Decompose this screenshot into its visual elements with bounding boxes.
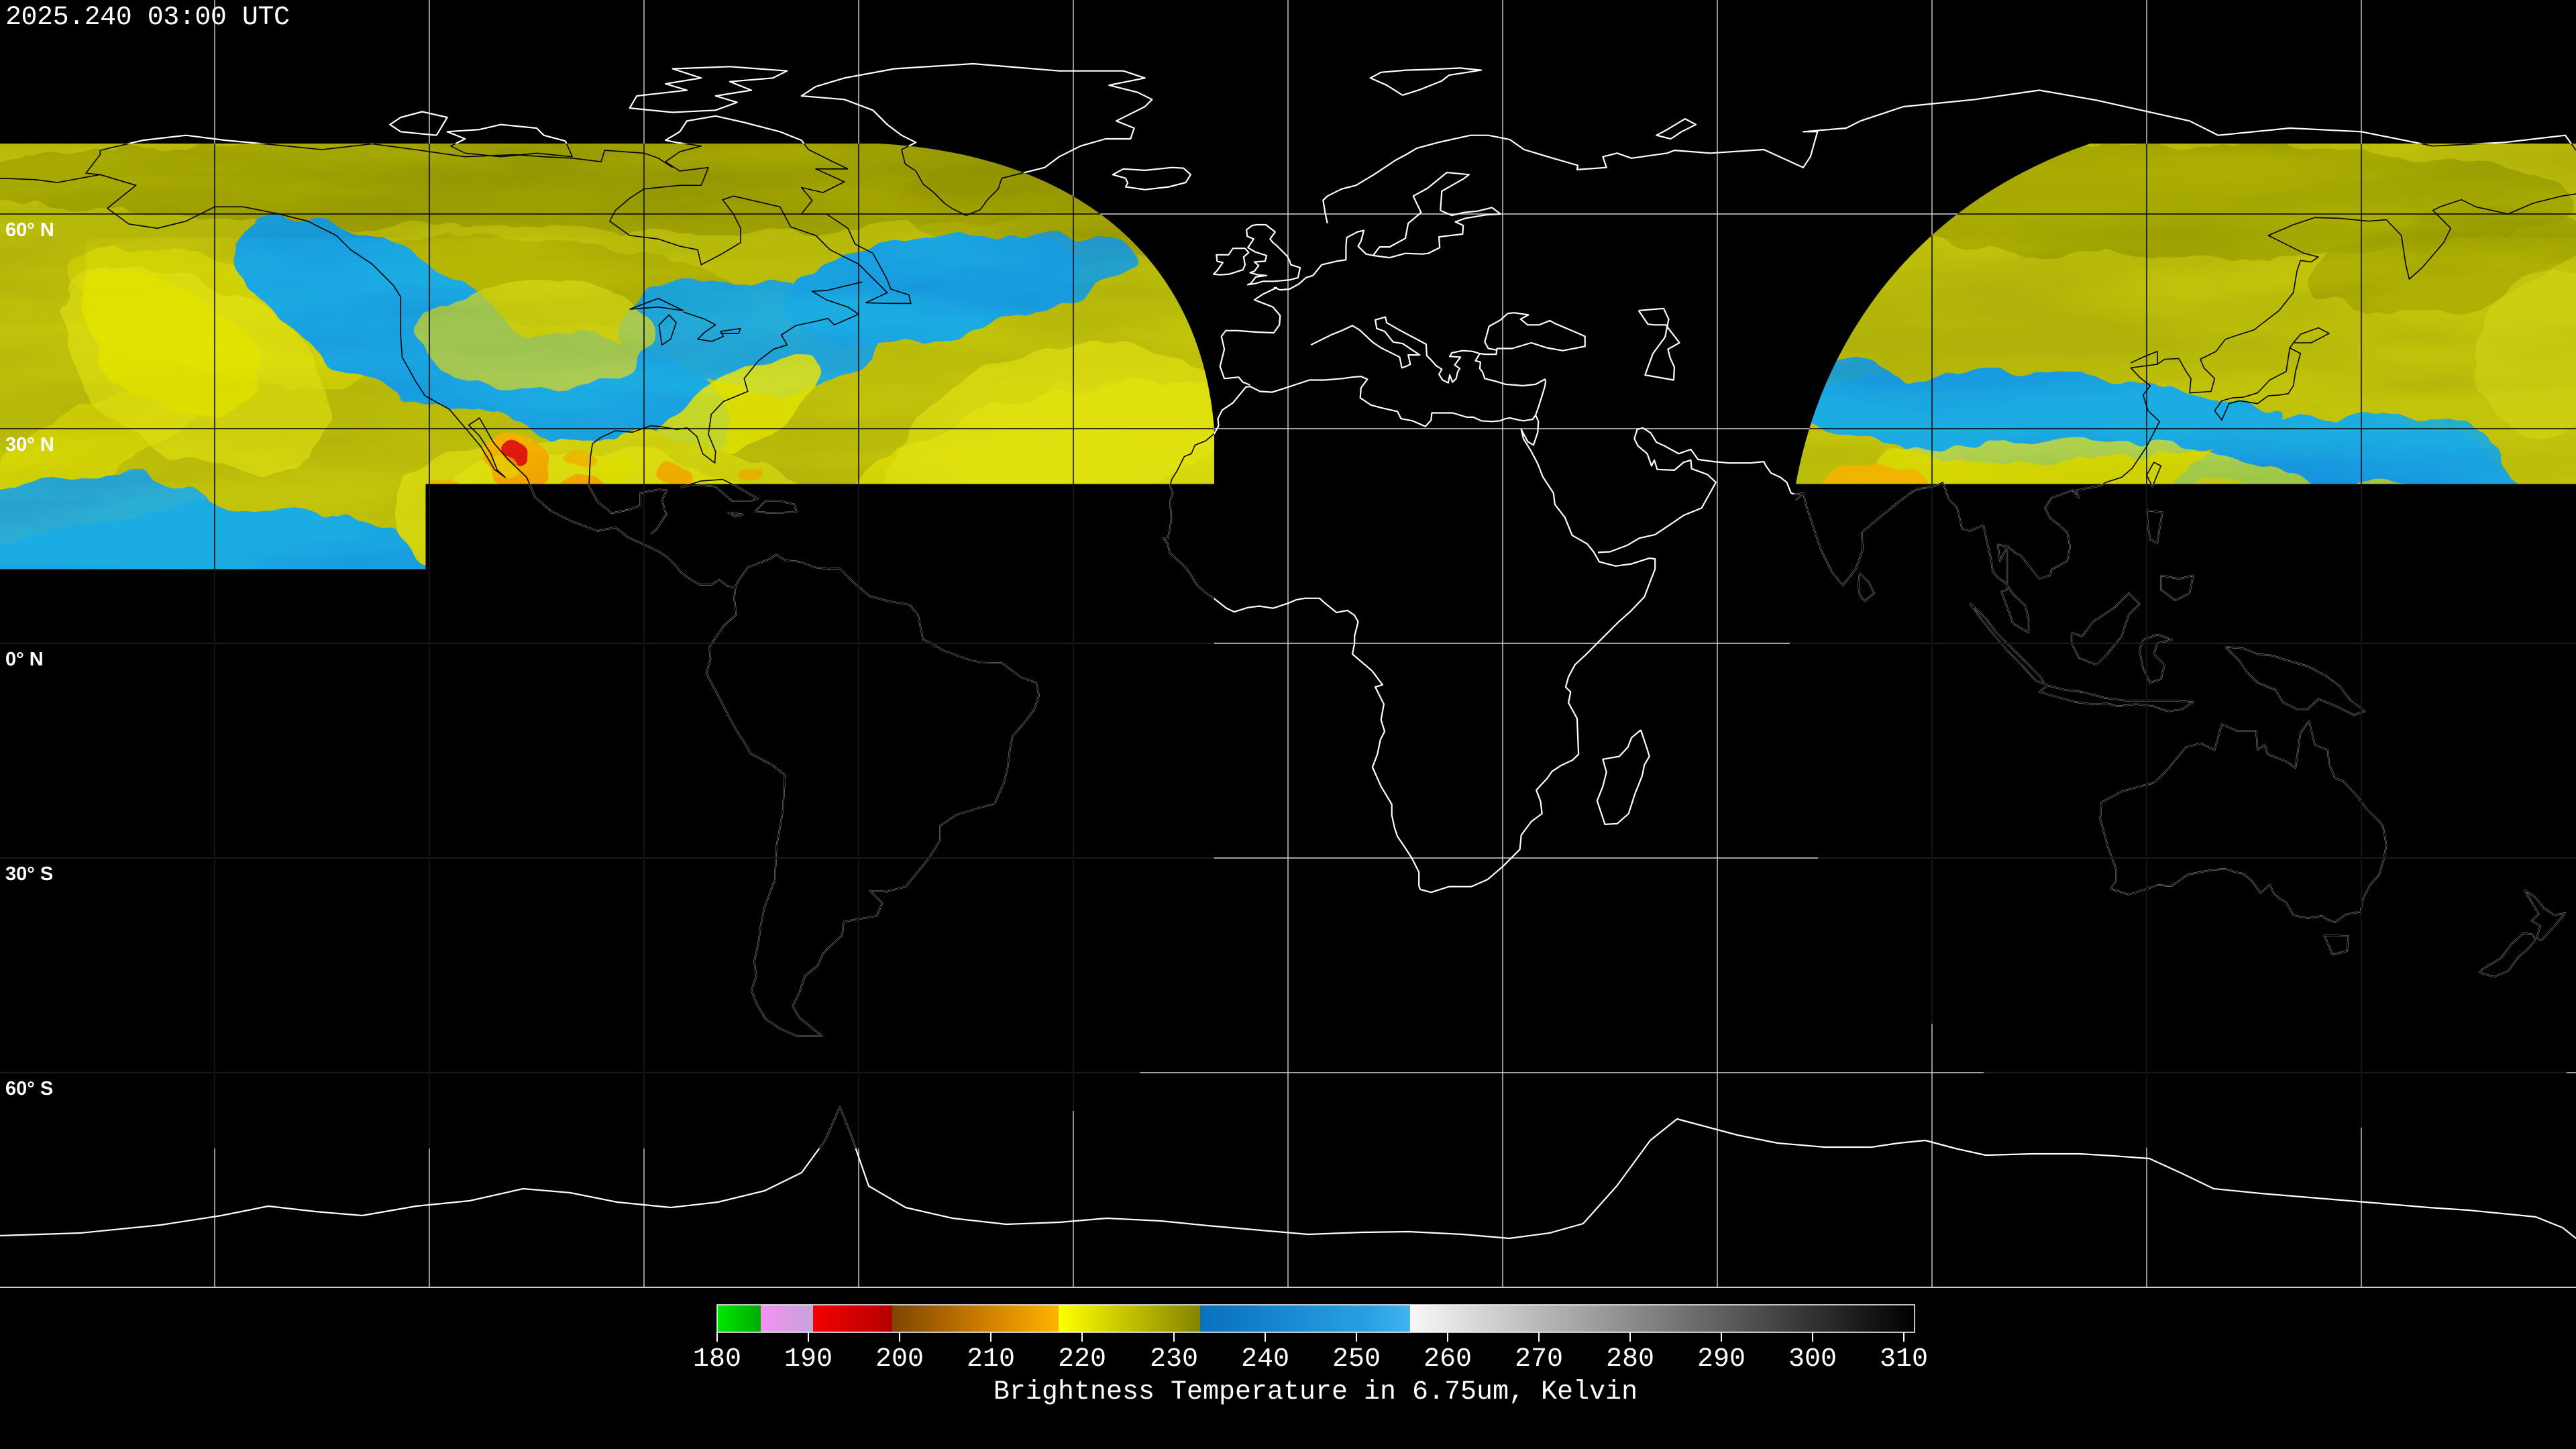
svg-text:60° S: 60° S <box>5 1078 53 1099</box>
svg-text:240: 240 <box>1241 1344 1289 1375</box>
svg-text:30° N: 30° N <box>5 434 54 455</box>
svg-text:30° S: 30° S <box>5 863 53 885</box>
svg-text:260: 260 <box>1424 1344 1472 1375</box>
svg-text:290: 290 <box>1697 1344 1746 1375</box>
svg-text:180: 180 <box>693 1344 741 1375</box>
svg-text:Brightness Temperature in 6.75: Brightness Temperature in 6.75um, Kelvin <box>994 1377 1638 1407</box>
svg-text:220: 220 <box>1058 1344 1106 1375</box>
svg-text:300: 300 <box>1788 1344 1837 1375</box>
svg-text:250: 250 <box>1332 1344 1381 1375</box>
svg-text:270: 270 <box>1515 1344 1563 1375</box>
svg-text:310: 310 <box>1880 1344 1928 1375</box>
svg-text:200: 200 <box>875 1344 924 1375</box>
svg-text:2025.240 03:00 UTC: 2025.240 03:00 UTC <box>5 3 290 33</box>
svg-text:190: 190 <box>784 1344 833 1375</box>
svg-text:230: 230 <box>1150 1344 1198 1375</box>
svg-text:0° N: 0° N <box>5 649 44 670</box>
svg-text:210: 210 <box>967 1344 1015 1375</box>
svg-text:60° N: 60° N <box>5 219 54 241</box>
svg-text:280: 280 <box>1606 1344 1654 1375</box>
